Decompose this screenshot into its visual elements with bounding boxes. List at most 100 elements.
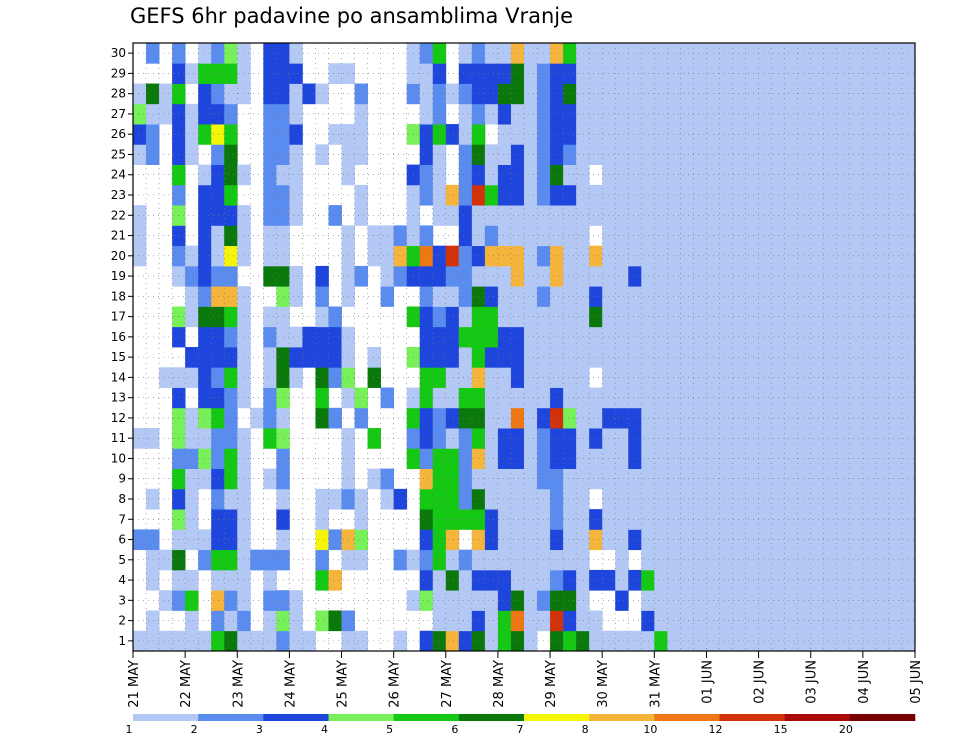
heatmap-cell (510, 265, 525, 287)
heatmap-cell (445, 468, 460, 490)
heatmap-cell (823, 286, 838, 307)
heatmap-cell (875, 43, 890, 64)
heatmap-cell (745, 144, 759, 165)
heatmap-cell (693, 144, 707, 165)
heatmap-cell (263, 63, 277, 84)
heatmap-cell (693, 225, 707, 247)
heatmap-cell (510, 124, 525, 145)
heatmap-cell (784, 144, 799, 165)
heatmap-cell (823, 529, 838, 551)
heatmap-cell (302, 347, 316, 368)
heatmap-cell (732, 569, 746, 591)
heatmap-cell (484, 63, 499, 84)
heatmap-cell (667, 286, 681, 307)
heatmap-cell (810, 509, 825, 530)
heatmap-cell (745, 468, 759, 490)
heatmap-cell (524, 144, 538, 165)
heatmap-cell (667, 103, 681, 125)
heatmap-cell (862, 184, 877, 206)
heatmap-cell (211, 103, 225, 125)
heatmap-cell (576, 306, 590, 328)
heatmap-cell (198, 549, 212, 571)
heatmap-cell (667, 448, 681, 469)
heatmap-cell (484, 164, 499, 186)
heatmap-cell (823, 326, 838, 348)
heatmap-cell (497, 83, 512, 105)
heatmap-cell (875, 549, 890, 571)
heatmap-cell (680, 509, 694, 530)
heatmap-cell (550, 184, 564, 206)
heatmap-cell (615, 367, 629, 388)
heatmap-cell (888, 63, 903, 84)
heatmap-cell (875, 630, 890, 652)
heatmap-cell (797, 448, 812, 469)
heatmap-cell (315, 407, 329, 429)
heatmap-cell (315, 569, 329, 591)
heatmap-cell (615, 326, 629, 348)
heatmap-cell (758, 43, 773, 64)
heatmap-cell (497, 124, 512, 145)
x-axis: 21 MAY 22 MAY 23 MAY 24 MAY 25 MAY 26 MAY 27 M… (127, 651, 924, 708)
heatmap-cell (211, 428, 225, 449)
heatmap-cell (224, 448, 238, 469)
heatmap-cell (133, 245, 147, 267)
heatmap-cell (510, 610, 525, 632)
heatmap-cell (563, 590, 577, 611)
heatmap-cell (680, 63, 694, 84)
heatmap-cell (354, 265, 368, 287)
heatmap-cell (862, 326, 877, 348)
heatmap-cell (628, 509, 642, 530)
heatmap-cell (758, 367, 773, 388)
heatmap-cell (367, 347, 382, 368)
heatmap-cell (315, 144, 329, 165)
heatmap-cell (497, 529, 512, 551)
heatmap-cell (680, 103, 694, 125)
heatmap-cell (589, 184, 603, 206)
heatmap-cell (849, 529, 864, 551)
heatmap-cell (419, 509, 434, 530)
heatmap-cell (680, 367, 694, 388)
heatmap-cell (667, 347, 681, 368)
heatmap-cell (654, 63, 668, 84)
heatmap-cell (693, 367, 707, 388)
heatmap-cell (432, 306, 447, 328)
x-tick-label: 29 MAY (544, 660, 559, 708)
heatmap-cell (198, 407, 212, 429)
heatmap-cell (693, 488, 707, 510)
heatmap-cell (654, 590, 668, 611)
heatmap-cell (862, 144, 877, 165)
heatmap-cell (875, 103, 890, 125)
heatmap-cell (849, 63, 864, 84)
heatmap-cell (524, 63, 538, 84)
heatmap-cell (862, 387, 877, 409)
heatmap-cell (615, 529, 629, 551)
heatmap-cell (432, 326, 447, 348)
heatmap-cell (875, 529, 890, 551)
heatmap-cell (732, 549, 746, 571)
heatmap-cell (862, 468, 877, 490)
heatmap-cell (589, 144, 603, 165)
heatmap-cell (784, 610, 799, 632)
heatmap-cell (211, 43, 225, 64)
y-tick-label: 23 (111, 188, 126, 202)
heatmap-cell (875, 306, 890, 328)
heatmap-cell (563, 286, 577, 307)
heatmap-cell (146, 488, 160, 510)
heatmap-cell (419, 306, 434, 328)
heatmap-cell (784, 205, 799, 226)
heatmap-cell (862, 549, 877, 571)
x-tick-label: 22 MAY (179, 660, 194, 708)
heatmap-cell (419, 43, 434, 64)
legend-label: 10 (643, 723, 657, 736)
heatmap-cell (224, 569, 238, 591)
heatmap-cell (289, 286, 303, 307)
heatmap-cell (758, 428, 773, 449)
heatmap-cell (680, 205, 694, 226)
heatmap-cell (289, 43, 303, 64)
y-tick-label: 27 (111, 107, 126, 121)
heatmap-cell (211, 468, 225, 490)
heatmap-cell (758, 488, 773, 510)
heatmap-cell (159, 83, 173, 105)
heatmap-cell (458, 63, 473, 84)
heatmap-cell (667, 265, 681, 287)
